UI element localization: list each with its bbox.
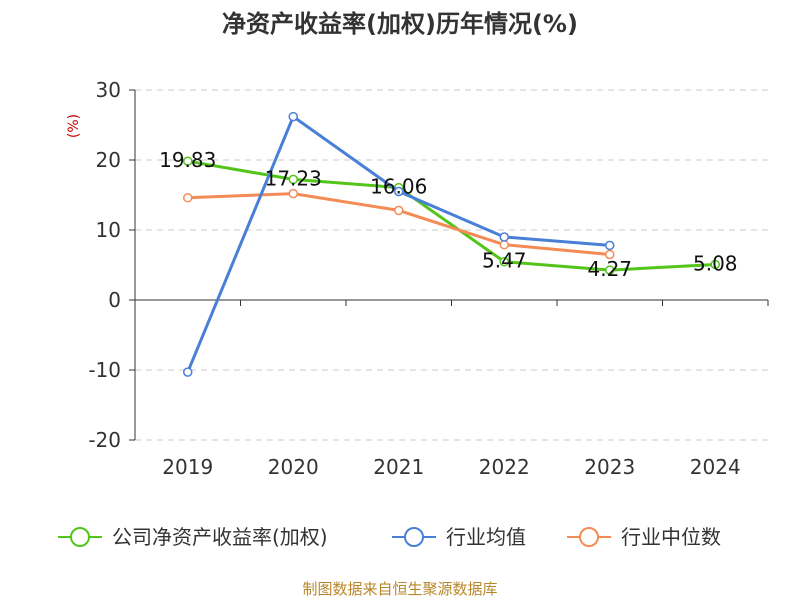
x-tick-label-2024: 2024 (690, 455, 741, 479)
source-note: 制图数据来自恒生聚源数据库 (302, 580, 497, 598)
point-0-2024 (710, 259, 720, 270)
x-tick-label-2020: 2020 (268, 455, 319, 479)
grid-lines (135, 89, 768, 441)
data-label-2019: 19.83 (159, 148, 216, 172)
point-2-2019 (183, 193, 193, 203)
point-1-2020 (288, 111, 298, 122)
y-tick-label: 20 (96, 148, 121, 172)
point-1-2019 (183, 367, 193, 377)
y-axis-unit-label: (%) (66, 114, 82, 138)
data-label-2020: 17.23 (265, 166, 322, 190)
legend: 公司净资产收益率(加权) 行业均值 行业中位数 (58, 525, 721, 549)
y-tick-label: 10 (96, 218, 121, 242)
y-tick-label: -10 (88, 358, 121, 382)
series-line-1 (186, 115, 610, 373)
chart-title: 净资产收益率(加权)历年情况(%) (222, 10, 578, 38)
y-tick-label: -20 (88, 428, 121, 452)
point-1-2023 (605, 240, 615, 251)
x-tick-label-2019: 2019 (162, 455, 213, 479)
series-line-2 (187, 192, 610, 256)
y-tick-label: 0 (108, 288, 121, 312)
series-group (183, 111, 720, 377)
data-label-2024: 5.08 (693, 251, 738, 275)
y-tick-labels: 30 20 10 0 -10 -20 (88, 78, 121, 452)
point-2-2020 (288, 188, 298, 199)
point-2-2021 (394, 205, 404, 216)
point-0-2023 (605, 265, 615, 275)
legend-label-2: 行业中位数 (621, 525, 721, 549)
data-label-2023: 4.27 (587, 257, 632, 281)
legend-label-0: 公司净资产收益率(加权) (112, 525, 328, 549)
point-0-2020 (288, 174, 298, 185)
x-tick-labels: 2019 2020 2021 2022 2023 2024 (162, 455, 740, 479)
series-line-0 (187, 159, 716, 272)
legend-label-1: 行业均值 (446, 525, 526, 549)
y-tick-label: 30 (96, 78, 121, 102)
data-label-2022: 5.47 (482, 249, 527, 273)
point-1-2021 (394, 186, 404, 197)
point-0-2022 (499, 256, 509, 267)
legend-marker-0 (70, 527, 90, 547)
legend-marker-2 (579, 527, 599, 547)
axes (129, 89, 769, 441)
point-1-2022 (499, 232, 509, 242)
point-2-2023 (605, 249, 615, 260)
x-tick-label-2022: 2022 (479, 455, 530, 479)
x-tick-label-2021: 2021 (373, 455, 424, 479)
data-label-2021: 16.06 (370, 175, 427, 199)
data-labels: 19.83 17.23 16.06 5.47 4.27 5.08 (159, 148, 737, 281)
point-2-2022 (499, 239, 509, 250)
point-0-2019 (183, 156, 193, 166)
x-tick-label-2023: 2023 (584, 455, 635, 479)
legend-marker-1 (404, 527, 424, 547)
